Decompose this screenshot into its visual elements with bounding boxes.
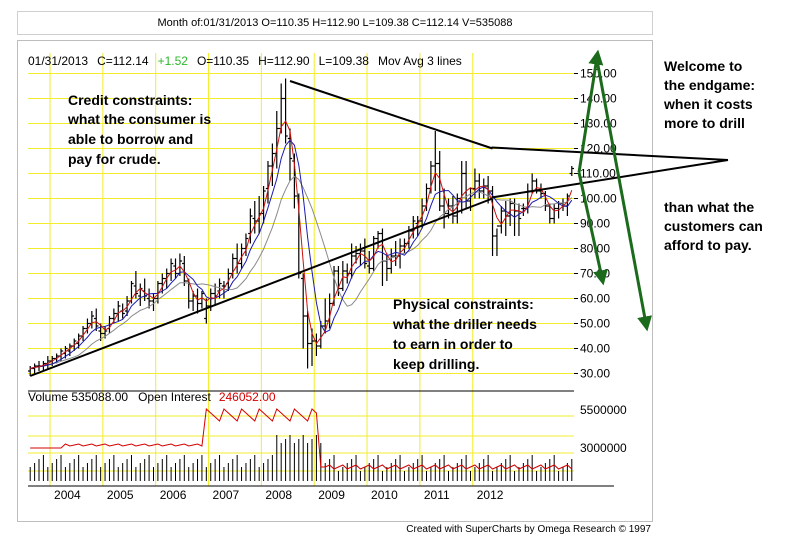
volume-bars	[29, 435, 573, 481]
physical-line-4: keep drilling.	[393, 356, 479, 372]
credit-line-3: able to borrow and	[68, 131, 193, 147]
y-tick-label: 150.00	[580, 67, 617, 81]
y-axis: 150.00 140.00 130.00 120.00 110.00 100.00 90.0…	[574, 67, 617, 381]
info-high: H=112.90	[258, 54, 310, 68]
physical-annotation: Physical constraints: what the driller n…	[392, 296, 537, 372]
y-tick-label: 120.00	[580, 142, 617, 156]
info-open: O=110.35	[197, 54, 249, 68]
y-tick-label: 60.00	[580, 292, 610, 306]
x-tick-label: 2010	[371, 488, 398, 502]
y-tick-label: 40.00	[580, 342, 610, 356]
credit-line-2: what the consumer is	[67, 111, 211, 127]
physical-line-3: to earn in order to	[393, 336, 513, 352]
x-tick-label: 2008	[265, 488, 292, 502]
footer-credit: Created with SuperCharts by Omega Resear…	[406, 524, 651, 535]
afford-line-3: afford to pay.	[664, 237, 752, 253]
oi-label: Open Interest	[138, 390, 211, 404]
info-study: Mov Avg 3 lines	[378, 54, 462, 68]
afford-line-1: than what the	[664, 199, 755, 215]
credit-line-4: pay for crude.	[68, 151, 161, 167]
y-tick-label: 80.00	[580, 242, 610, 256]
y-tick-label: 70.00	[580, 267, 610, 281]
y-tick-label: 90.00	[580, 217, 610, 231]
oi-value: 246052.00	[219, 390, 276, 404]
credit-line-1: Credit constraints:	[68, 92, 192, 108]
info-low: L=109.38	[319, 54, 370, 68]
x-tick-label: 2004	[54, 488, 81, 502]
afford-annotation: than what the customers can afford to pa…	[664, 198, 789, 255]
vol-tick-3000000: 3000000	[580, 441, 627, 455]
trendlines	[29, 80, 493, 377]
endgame-line-2: the endgame:	[664, 77, 756, 93]
info-change: +1.52	[158, 54, 189, 68]
x-tick-label: 2011	[424, 488, 450, 502]
volume-info: Volume 535088.00 Open Interest 246052.00	[28, 390, 276, 404]
y-tick-label: 50.00	[580, 317, 610, 331]
volume-value: Volume 535088.00	[28, 390, 128, 404]
vol-tick-5500000: 5500000	[580, 403, 627, 417]
grid	[28, 53, 614, 487]
x-axis: 2004 2005 2006 2007 2008 2009 2010 2011 2012	[54, 488, 504, 502]
info-close: C=112.14	[97, 54, 149, 68]
moving-average-mid	[30, 139, 573, 369]
trendline	[289, 80, 493, 150]
chart-frame: 150.00 140.00 130.00 120.00 110.00 100.00 90.0…	[17, 40, 653, 522]
afford-line-2: customers can	[664, 218, 763, 234]
price-bars	[28, 78, 574, 376]
x-tick-label: 2005	[107, 488, 134, 502]
physical-line-2: what the driller needs	[392, 316, 537, 332]
info-date: 01/31/2013	[28, 54, 88, 68]
credit-annotation: Credit constraints: what the consumer is…	[67, 92, 211, 167]
endgame-line-4: more to drill	[664, 115, 745, 131]
trendline	[29, 197, 493, 377]
y-tick-label: 30.00	[580, 367, 610, 381]
y-tick-label: 130.00	[580, 117, 617, 131]
moving-average-fast	[30, 120, 573, 369]
endgame-line-3: when it costs	[664, 96, 753, 112]
price-chart: 150.00 140.00 130.00 120.00 110.00 100.00 90.0…	[28, 53, 627, 502]
x-tick-label: 2007	[213, 488, 240, 502]
chart-title-bar: Month of:01/31/2013 O=110.35 H=112.90 L=…	[17, 11, 653, 35]
endgame-annotation: Welcome to the endgame: when it costs mo…	[664, 57, 784, 133]
endgame-line-1: Welcome to	[664, 58, 743, 74]
y-tick-label: 100.00	[580, 192, 617, 206]
x-tick-label: 2009	[318, 488, 345, 502]
y-tick-label: 110.00	[580, 167, 616, 181]
info-line: 01/31/2013 C=112.14 +1.52 O=110.35 H=112.90 L…	[28, 54, 462, 68]
y-tick-label: 140.00	[580, 92, 617, 106]
physical-line-1: Physical constraints:	[393, 296, 534, 312]
volume-axis: 5500000 3000000	[580, 403, 627, 455]
x-tick-label: 2012	[477, 488, 504, 502]
x-tick-label: 2006	[160, 488, 187, 502]
open-interest-line	[30, 407, 573, 470]
